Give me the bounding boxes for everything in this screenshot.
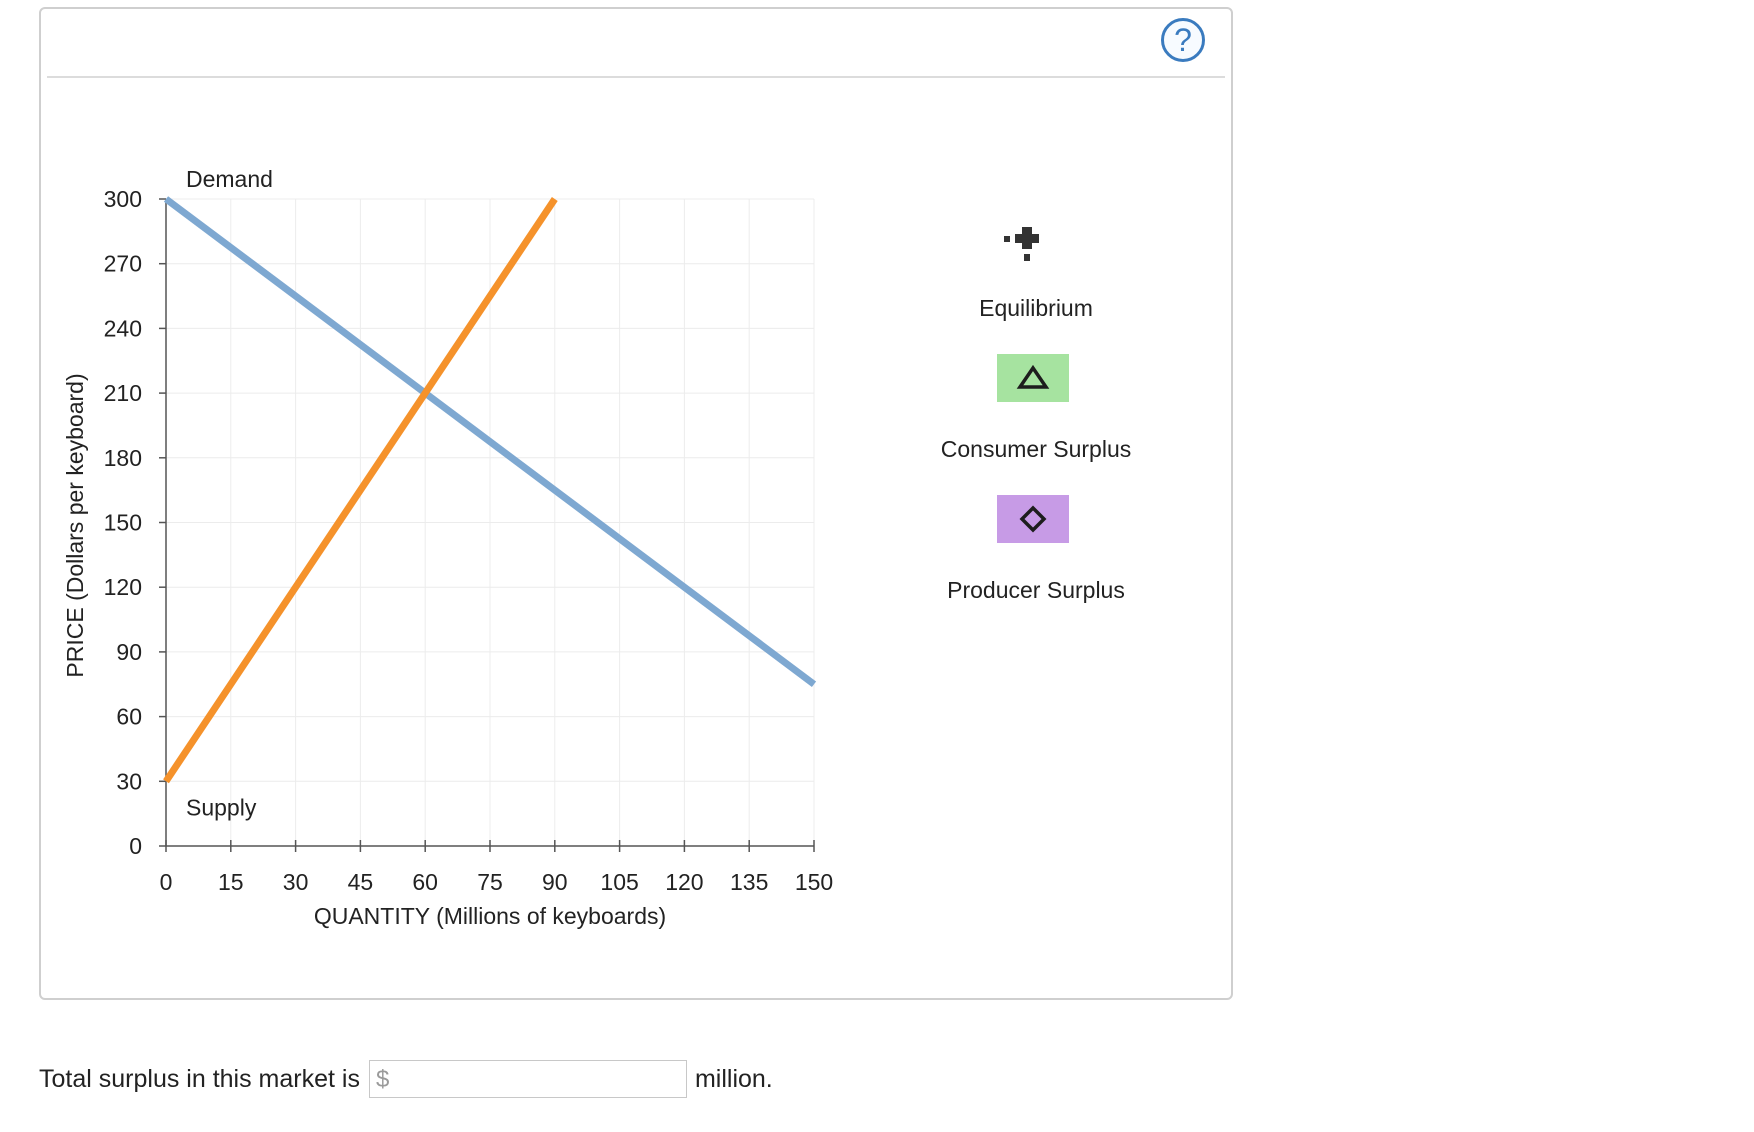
y-tick-label: 150 xyxy=(104,510,142,536)
diamond-icon xyxy=(1019,505,1047,533)
x-tick-label: 150 xyxy=(795,869,833,895)
triangle-icon xyxy=(1016,364,1050,389)
x-tick-label: 0 xyxy=(160,869,173,895)
supply-curve-label: Supply xyxy=(186,794,257,820)
x-tick-label: 90 xyxy=(542,869,568,895)
x-tick-label: 105 xyxy=(600,869,638,895)
y-tick-label: 210 xyxy=(104,380,142,406)
y-tick-label: 30 xyxy=(116,768,142,794)
supply-curve xyxy=(163,197,558,784)
x-tick-label: 45 xyxy=(348,869,374,895)
x-tick-label: 30 xyxy=(283,869,309,895)
y-tick-label: 240 xyxy=(104,315,142,341)
panel-divider xyxy=(47,76,1225,78)
y-tick-label: 120 xyxy=(104,574,142,600)
currency-symbol: $ xyxy=(375,1066,390,1093)
help-button[interactable]: ? xyxy=(1161,18,1205,62)
x-axis-title: QUANTITY (Millions of keyboards) xyxy=(314,903,666,929)
total-surplus-field[interactable]: $ xyxy=(368,1060,687,1098)
y-tick-label: 300 xyxy=(104,186,142,212)
y-tick-label: 60 xyxy=(116,704,142,730)
total-surplus-question: Total surplus in this market is $ millio… xyxy=(39,1059,773,1099)
demand-curve xyxy=(163,196,817,688)
equilibrium-tool-icon[interactable] xyxy=(1002,224,1052,268)
y-tick-label: 0 xyxy=(129,833,142,859)
x-tick-label: 75 xyxy=(477,869,503,895)
x-tick-label: 15 xyxy=(218,869,244,895)
question-suffix: million. xyxy=(694,1064,773,1093)
producer-surplus-tool-label: Producer Surplus xyxy=(947,577,1125,603)
question-prefix: Total surplus in this market is xyxy=(39,1064,360,1093)
y-tick-label: 90 xyxy=(116,639,142,665)
equilibrium-tool-label: Equilibrium xyxy=(979,295,1093,321)
y-tick-label: 270 xyxy=(104,251,142,277)
total-surplus-input[interactable] xyxy=(393,1063,684,1097)
y-tick-label: 180 xyxy=(104,445,142,471)
x-tick-label: 60 xyxy=(412,869,438,895)
consumer-surplus-tool-label: Consumer Surplus xyxy=(940,436,1132,462)
y-axis-title: PRICE (Dollars per keyboard) xyxy=(62,373,88,677)
producer-surplus-tool-button[interactable] xyxy=(997,495,1069,543)
demand-curve-label: Demand xyxy=(186,166,273,192)
x-tick-label: 120 xyxy=(665,869,703,895)
x-tick-label: 135 xyxy=(730,869,768,895)
consumer-surplus-tool-button[interactable] xyxy=(997,354,1069,402)
